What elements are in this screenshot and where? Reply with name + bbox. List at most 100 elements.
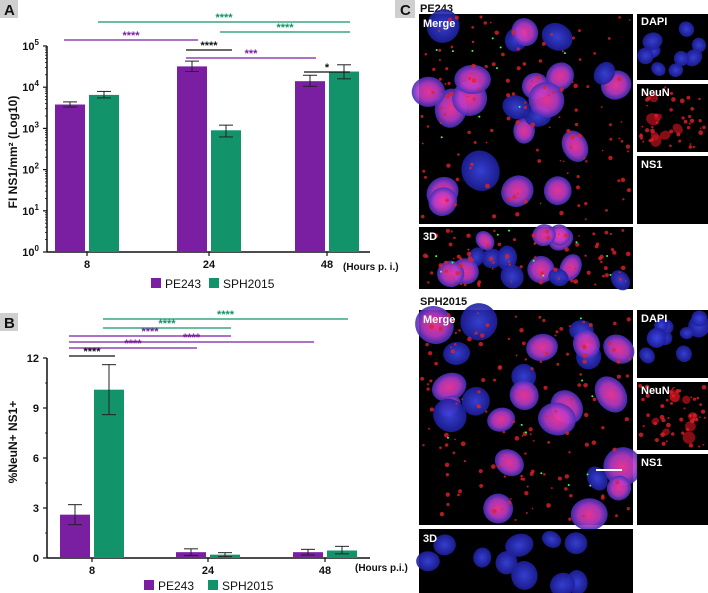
neun-speck xyxy=(583,157,586,160)
neun-speck xyxy=(433,233,439,239)
neun-speck xyxy=(698,119,702,123)
nucleus-shape xyxy=(637,47,654,65)
neun-speck xyxy=(670,432,675,436)
neun-speck xyxy=(439,446,442,450)
neun-speck xyxy=(427,351,433,356)
significance-label: **** xyxy=(183,332,201,344)
neun-speck xyxy=(578,58,582,61)
neun-speck xyxy=(571,81,574,84)
significance-label: **** xyxy=(276,22,294,34)
neun-speck xyxy=(698,445,701,448)
neun-speck xyxy=(639,134,644,139)
neun-speck xyxy=(490,464,496,469)
nucleus-shape xyxy=(495,551,518,575)
neun-speck xyxy=(466,233,471,238)
bar-sph2015-8 xyxy=(94,389,124,558)
micro-sph2015-ns1-label: NS1 xyxy=(641,457,662,469)
neun-speck xyxy=(625,144,631,149)
nucleus-shape xyxy=(502,95,530,120)
y-tick-label: 101 xyxy=(22,203,39,218)
ns1-speck xyxy=(524,431,527,434)
nucleus-shape xyxy=(433,398,467,433)
neun-speck xyxy=(545,229,549,234)
neun-speck xyxy=(646,104,649,107)
neun-speck xyxy=(592,397,597,402)
neun-speck xyxy=(530,80,533,83)
nucleus-shape xyxy=(561,130,589,162)
neun-speck xyxy=(434,361,438,366)
ns1-speck xyxy=(567,483,570,486)
legend-b-pe243-swatch xyxy=(144,580,154,590)
neun-speck xyxy=(624,280,627,283)
panel-label-c-text: C xyxy=(400,2,411,19)
micro-pe243-3d-label: 3D xyxy=(423,231,437,243)
micro-sph2015-dapi-cells xyxy=(639,310,708,364)
neun-speck xyxy=(510,498,512,500)
chart-a-legend: PE243 SPH2015 xyxy=(151,277,275,291)
neun-speck xyxy=(445,228,450,233)
neun-speck xyxy=(533,242,536,246)
neun-speck xyxy=(679,98,685,104)
neun-speck xyxy=(582,353,588,358)
neun-speck xyxy=(524,358,528,361)
legend-b-pe243-label: PE243 xyxy=(158,579,194,593)
neun-speck xyxy=(448,242,453,247)
neun-speck xyxy=(507,260,511,263)
neun-speck xyxy=(516,66,521,71)
neun-speck xyxy=(568,451,571,454)
neun-speck xyxy=(531,233,536,238)
neun-speck xyxy=(646,96,651,101)
neun-speck xyxy=(686,95,691,100)
neun-speck xyxy=(544,351,549,355)
neun-speck xyxy=(617,76,622,82)
neun-speck xyxy=(454,331,457,335)
legend-a-pe243-label: PE243 xyxy=(165,277,201,291)
significance-label: **** xyxy=(124,338,142,350)
ns1-speck xyxy=(581,379,584,382)
neun-speck xyxy=(615,480,620,485)
neun-speck xyxy=(559,159,562,162)
nucleus-shape xyxy=(550,572,575,593)
micro-sph2015-title: SPH2015 xyxy=(420,296,467,308)
nucleus-shape xyxy=(437,260,465,288)
neun-speck xyxy=(543,473,546,476)
ns1-speck xyxy=(586,473,589,476)
neun-speck xyxy=(593,52,597,55)
neun-speck xyxy=(586,85,590,89)
nucleus-shape xyxy=(483,493,514,524)
neun-speck xyxy=(467,95,470,98)
neun-speck xyxy=(478,469,483,474)
neun-speck xyxy=(564,247,569,252)
neun-speck xyxy=(617,179,621,183)
neun-speck xyxy=(444,260,448,265)
neun-speck xyxy=(643,92,647,95)
neun-speck xyxy=(692,397,697,401)
neun-speck xyxy=(431,90,435,94)
neun-speck xyxy=(605,86,608,89)
neun-speck xyxy=(476,404,481,408)
neun-speck xyxy=(500,507,503,510)
neun-speck xyxy=(438,77,442,81)
ns1-speck xyxy=(435,255,438,258)
nucleus-shape xyxy=(532,224,556,247)
neun-speck xyxy=(445,492,450,497)
nucleus-shape xyxy=(460,303,498,341)
neun-speck xyxy=(503,475,507,478)
nucleus-shape xyxy=(586,466,608,491)
y-tick-label: 6 xyxy=(33,453,39,465)
neun-speck xyxy=(430,271,434,275)
ns1-speck xyxy=(563,52,566,55)
neun-speck xyxy=(591,440,597,445)
nucleus-shape xyxy=(546,62,574,91)
neun-speck xyxy=(492,214,497,219)
legend-b-sph2015-swatch xyxy=(208,580,218,590)
neun-speck xyxy=(446,502,450,507)
micro-pe243-3d-cells xyxy=(422,224,631,291)
y-tick-label: 12 xyxy=(27,353,39,365)
neun-speck xyxy=(425,342,429,347)
neun-speck xyxy=(615,514,618,518)
neun-speck xyxy=(608,342,612,346)
neun-speck xyxy=(653,421,658,426)
neun-speck xyxy=(655,121,659,124)
neun-speck xyxy=(507,197,511,202)
